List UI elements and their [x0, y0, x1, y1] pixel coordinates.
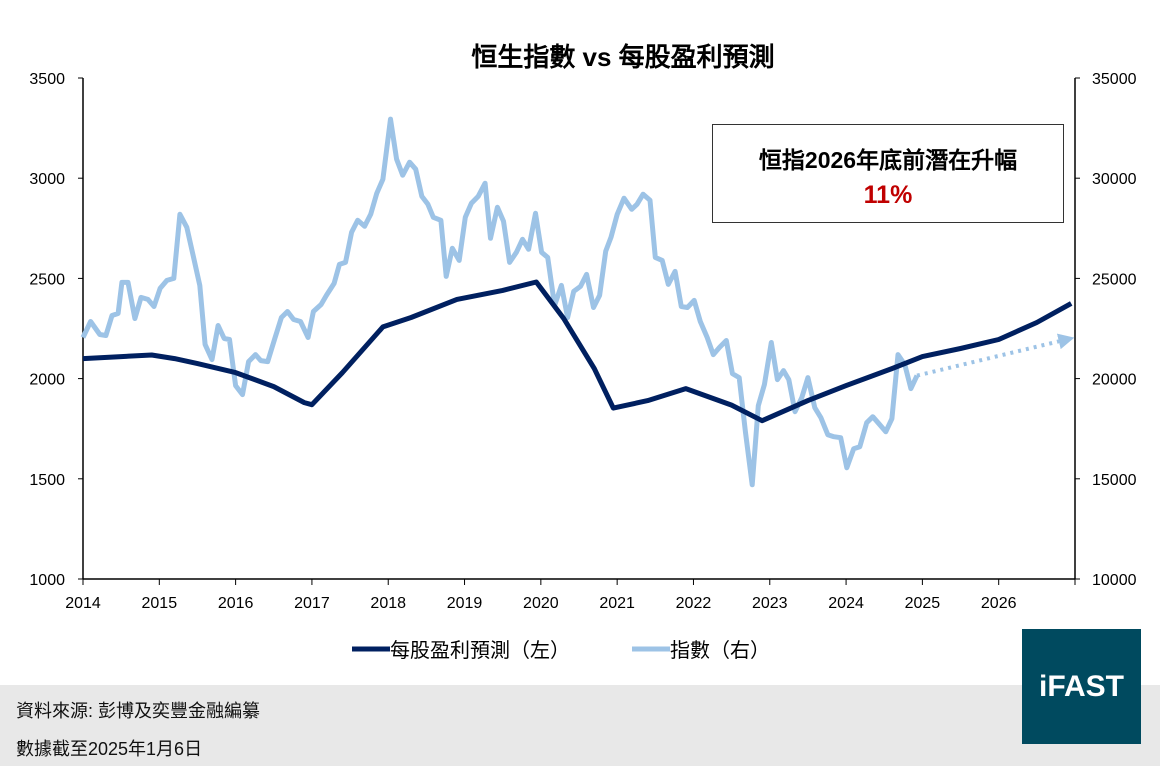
x-tick-label: 2016 — [218, 595, 254, 612]
x-tick-label: 2017 — [294, 595, 330, 612]
axes: 1000 1500 2000 2500 3000 3500 10000 15000 20000 2… — [29, 71, 1136, 612]
left-tick-label: 2500 — [29, 271, 65, 288]
annotation-box: 恒指2026年底前潛在升幅 11% — [712, 124, 1064, 223]
left-tick-label: 1000 — [29, 572, 65, 589]
x-tick-label: 2018 — [370, 595, 406, 612]
ifast-logo: iFAST — [1022, 629, 1141, 744]
legend-label: 每股盈利預測（左） — [390, 639, 570, 662]
x-tick-label: 2019 — [447, 595, 483, 612]
x-tick-label: 2026 — [981, 595, 1017, 612]
x-tick-label: 2020 — [523, 595, 559, 612]
chart-title: 恒生指數 vs 每股盈利預測 — [471, 42, 774, 72]
annotation-label: 恒指2026年底前潛在升幅 — [758, 147, 1018, 173]
x-tick-label: 2015 — [142, 595, 178, 612]
left-tick-label: 1500 — [29, 472, 65, 489]
x-tick-label: 2014 — [65, 595, 101, 612]
x-tick-label: 2023 — [752, 595, 788, 612]
left-tick-label: 3500 — [29, 71, 65, 88]
chart: 恒生指數 vs 每股盈利預測 1000150020002500300035001… — [29, 42, 1136, 662]
footer: 資料來源: 彭博及奕豐金融編纂 數據截至2025年1月6日 — [0, 685, 1160, 766]
x-tick-label: 2024 — [828, 595, 864, 612]
left-tick-label: 3000 — [29, 171, 65, 188]
source-note: 資料來源: 彭博及奕豐金融編纂 — [16, 701, 261, 721]
annotation-value: 11% — [863, 181, 913, 209]
right-tick-label: 10000 — [1092, 572, 1137, 589]
plot-lines — [80, 116, 1075, 488]
x-tick-label: 2021 — [599, 595, 635, 612]
right-tick-label: 35000 — [1092, 71, 1137, 88]
right-tick-label: 25000 — [1092, 271, 1137, 288]
x-tick-label: 2022 — [676, 595, 712, 612]
right-tick-label: 20000 — [1092, 372, 1137, 389]
data-date-note: 數據截至2025年1月6日 — [16, 739, 203, 759]
forecast-arrow — [916, 333, 1075, 378]
series-line-index — [80, 116, 920, 488]
legend: 每股盈利預測（左） 指數（右） — [352, 639, 770, 662]
series-line-eps — [82, 279, 1073, 424]
x-tick-label: 2025 — [905, 595, 941, 612]
right-tick-label: 15000 — [1092, 472, 1137, 489]
left-tick-label: 2000 — [29, 372, 65, 389]
right-tick-label: 30000 — [1092, 171, 1137, 188]
logo-text: iFAST — [1038, 669, 1124, 703]
legend-label: 指數（右） — [670, 639, 770, 662]
